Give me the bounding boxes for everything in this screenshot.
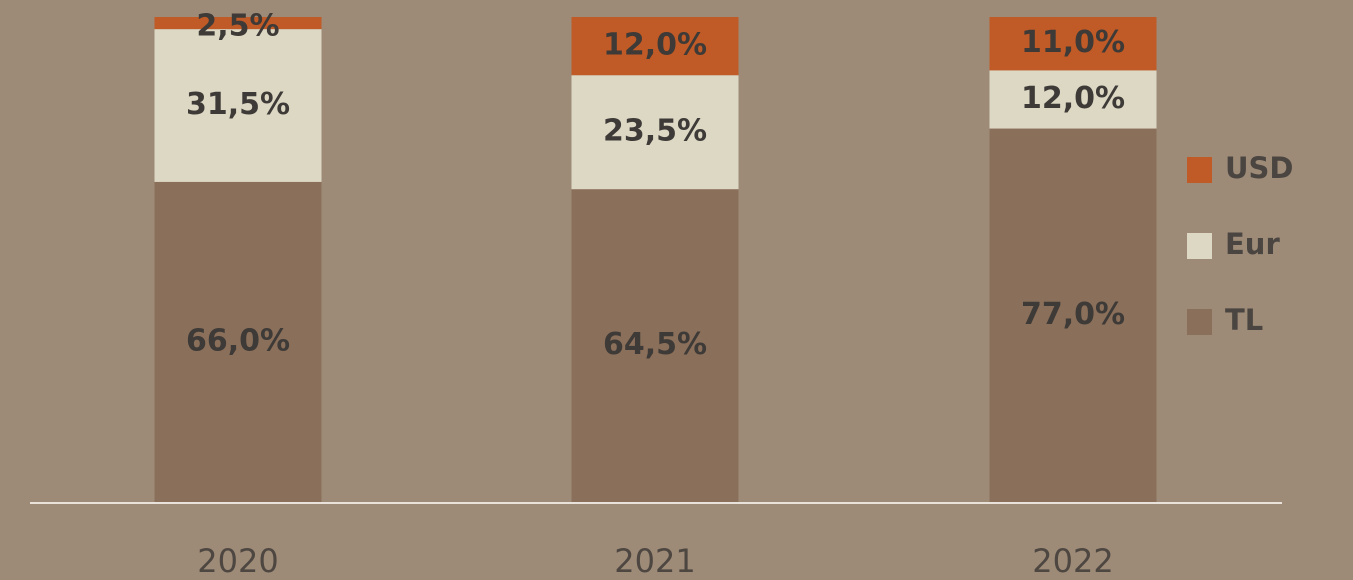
bar-segment: [989, 70, 1157, 129]
legend-label: USD: [1225, 151, 1294, 185]
bar-segment: [989, 128, 1157, 503]
legend-swatch: [1187, 309, 1212, 335]
bar-segment: [989, 17, 1157, 71]
x-tick-label: 2020: [197, 542, 278, 580]
value-label: 64,5%: [603, 327, 707, 362]
legend-label: TL: [1225, 303, 1263, 337]
bar-segment: [154, 29, 322, 182]
legend-swatch: [1187, 233, 1212, 259]
value-label: 12,0%: [603, 28, 707, 63]
bar-segment: [154, 181, 322, 502]
value-label: 31,5%: [186, 87, 290, 122]
value-label: 12,0%: [1021, 81, 1125, 116]
bar-segment: [154, 17, 322, 30]
value-label: 77,0%: [1021, 297, 1125, 332]
bar-segment: [571, 75, 739, 190]
legend-label: Eur: [1225, 227, 1280, 261]
value-label: 2,5%: [196, 9, 279, 44]
legend-swatch: [1187, 157, 1212, 183]
x-tick-label: 2021: [614, 542, 695, 580]
value-label: 66,0%: [186, 323, 290, 358]
value-label: 23,5%: [603, 114, 707, 149]
x-tick-label: 2022: [1032, 542, 1113, 580]
value-label: 11,0%: [1021, 25, 1125, 60]
bar-segment: [571, 189, 739, 503]
bar-segment: [571, 17, 739, 76]
